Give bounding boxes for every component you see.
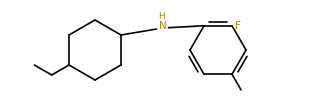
- Text: F: F: [235, 21, 241, 31]
- Text: H: H: [158, 12, 165, 21]
- Text: N: N: [159, 21, 166, 31]
